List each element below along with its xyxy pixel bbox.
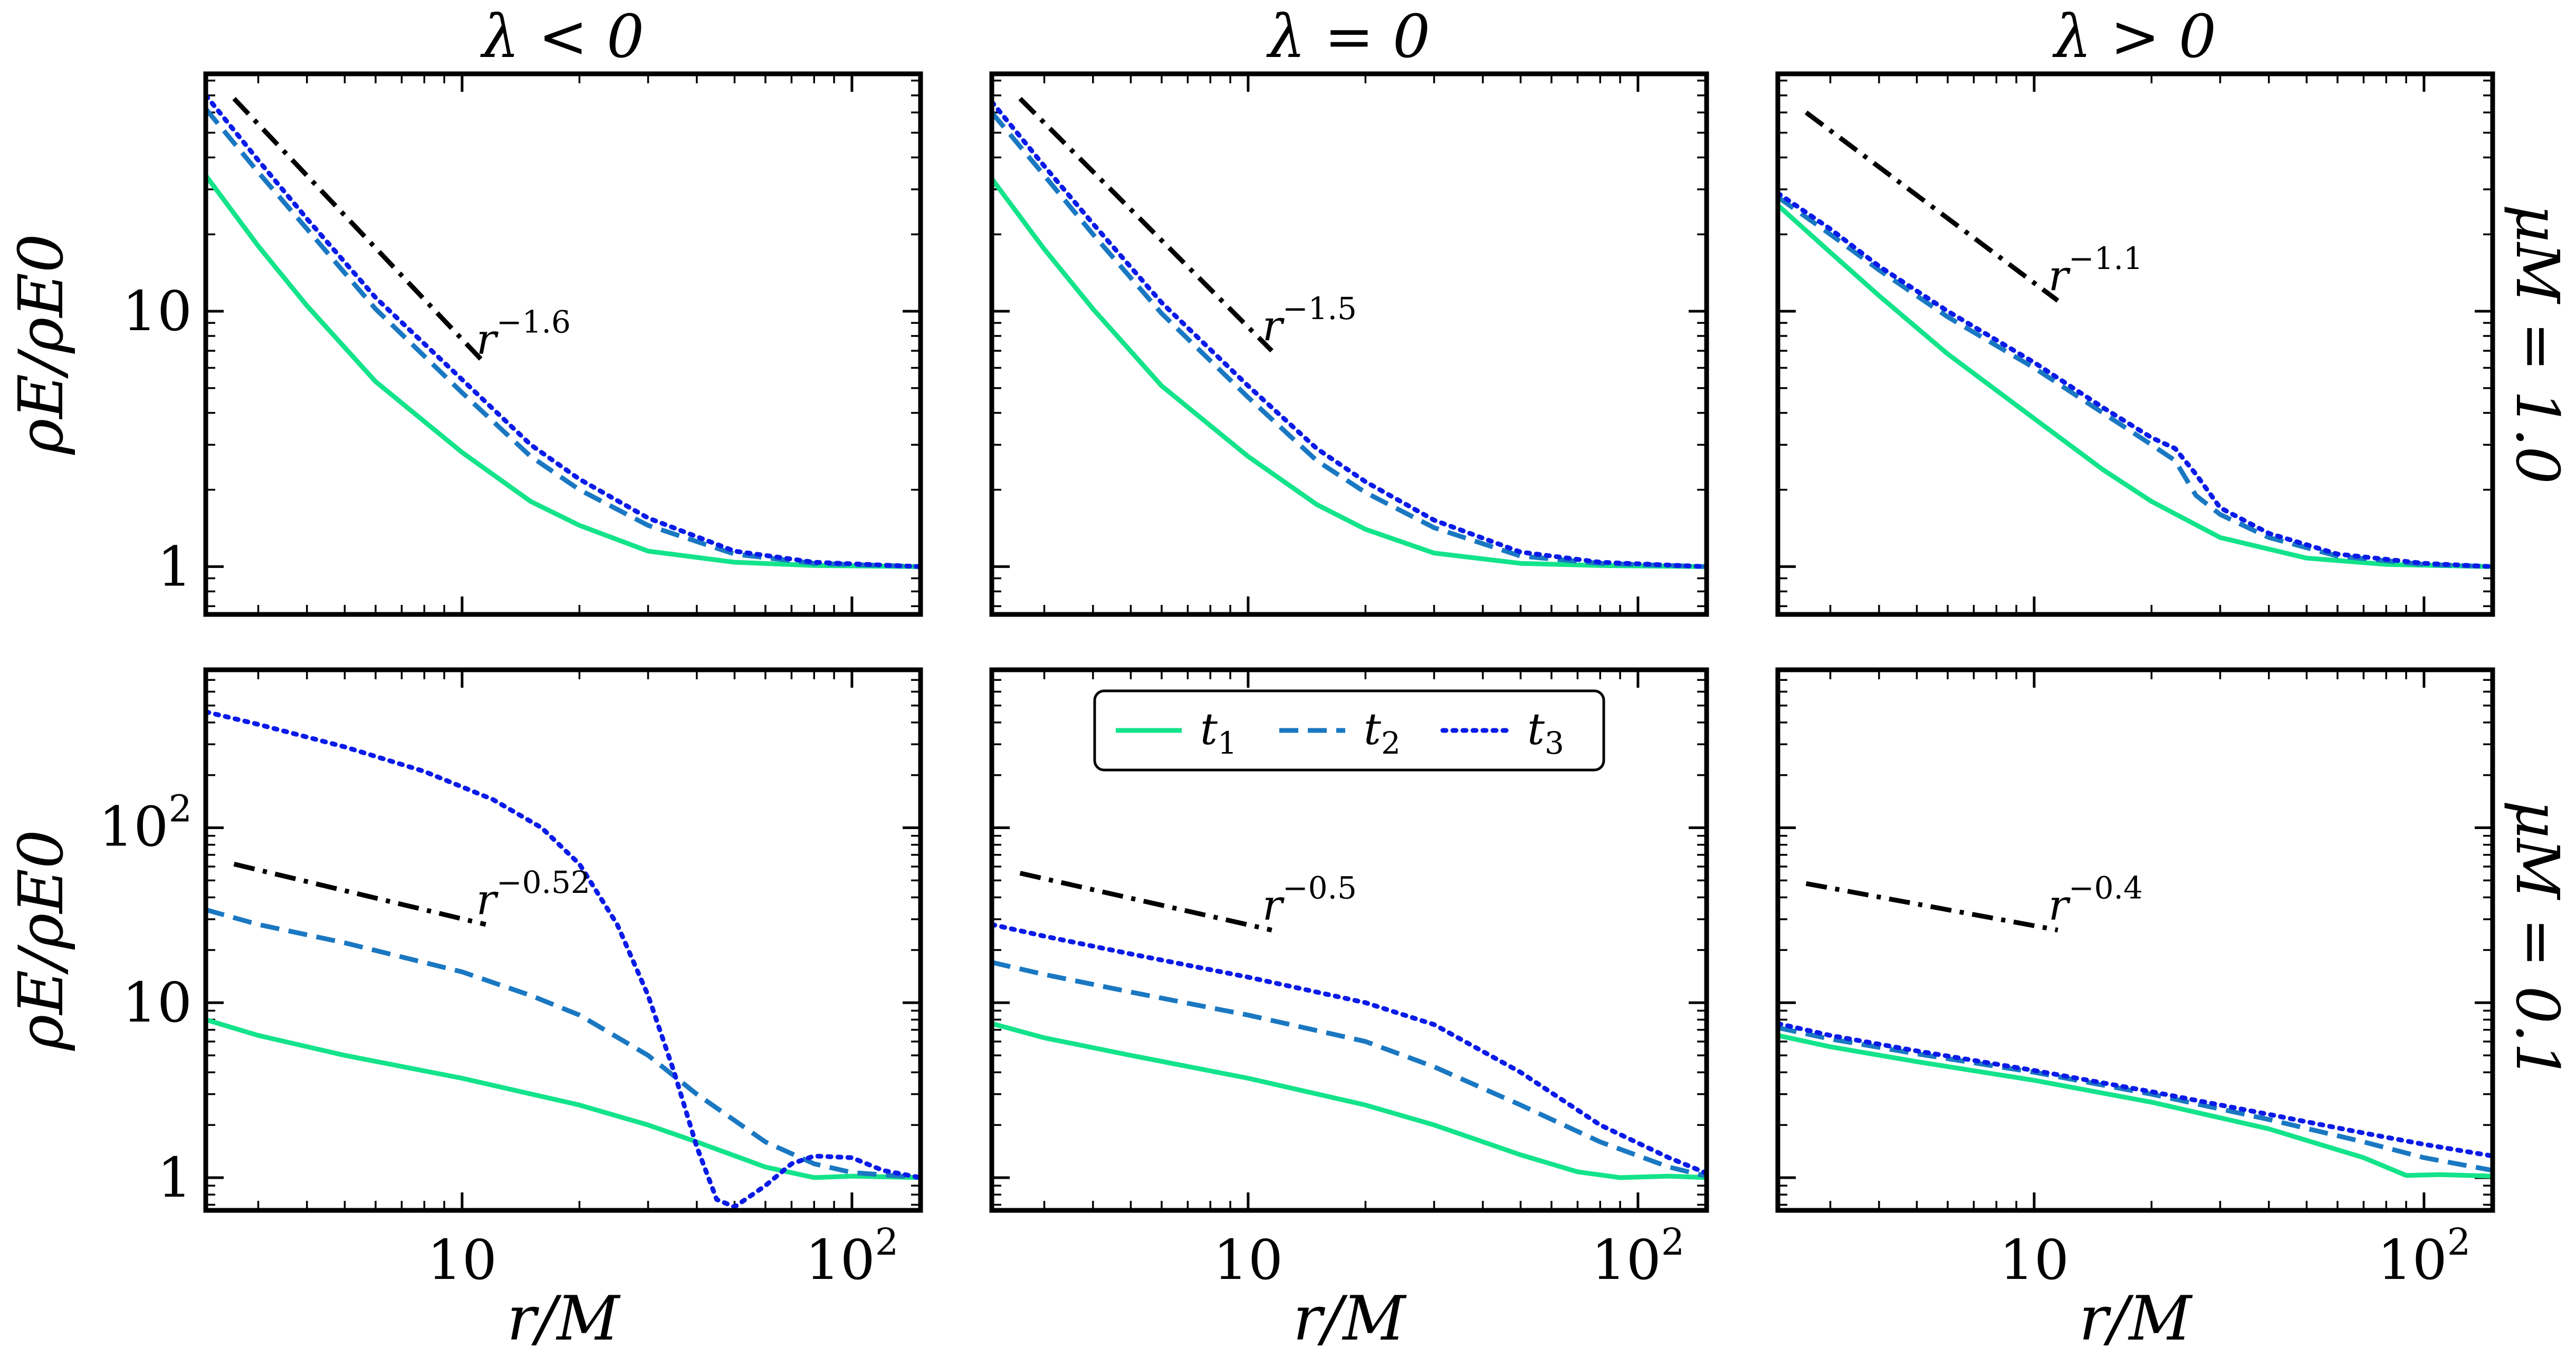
axis-ticks (206, 74, 921, 614)
axis-ticks (992, 74, 1707, 614)
powerlaw-label: r−1.6 (476, 304, 571, 364)
powerlaw-reference-line (233, 862, 486, 927)
y-axis-label-1: ρE/ρE0 (6, 830, 77, 1052)
y-tick-label: 1 (157, 1145, 192, 1210)
axis-ticks (1778, 74, 2493, 614)
powerlaw-label: r−0.52 (476, 864, 590, 924)
series-line-t3 (992, 99, 1707, 569)
panel-r1-c1: r−0.5 10 102 (989, 667, 1709, 1292)
column-title-2: λ > 0 (2052, 3, 2216, 71)
powerlaw-reference-line (232, 97, 488, 366)
x-tick-label: 10 (427, 1228, 497, 1292)
powerlaw-reference-line (1018, 97, 1273, 353)
series-group (992, 99, 1707, 569)
plot-frame (203, 667, 923, 1213)
series-line-t1 (206, 174, 921, 569)
plot-frame (1775, 71, 2495, 617)
series-line-t3 (1778, 1021, 2493, 1159)
plot-frame (1775, 667, 2495, 1213)
legend: t1 t2 t3 (1093, 689, 1605, 772)
legend-label-t1: t1 (1200, 705, 1237, 761)
series-line-t2 (206, 907, 921, 1180)
series-group (992, 922, 1707, 1180)
row-label-1: μM = 0.1 (2503, 800, 2571, 1080)
series-line-t2 (992, 960, 1707, 1179)
series-line-t1 (206, 1017, 921, 1180)
powerlaw-reference-line (1805, 881, 2058, 933)
x-axis-label-0: r/M (507, 1283, 621, 1354)
x-axis-label-1: r/M (1293, 1283, 1407, 1354)
series-line-t2 (1778, 1025, 2493, 1173)
powerlaw-label: r−1.5 (1262, 291, 1357, 350)
series-line-t2 (992, 111, 1707, 569)
legend-label-t2: t2 (1364, 705, 1401, 761)
y-axis-label-0: ρE/ρE0 (6, 234, 77, 456)
series-group (206, 93, 921, 569)
powerlaw-label: r−0.5 (1262, 870, 1357, 930)
y-tick-label: 1 (157, 534, 192, 599)
panel-r0-c0: r−1.6 1 10 (122, 71, 923, 617)
series-line-t3 (206, 709, 921, 1209)
series-group (206, 709, 921, 1209)
legend-label-t3: t3 (1527, 705, 1564, 761)
series-line-t3 (1778, 190, 2493, 569)
legend-frame (1093, 689, 1605, 772)
series-line-t1 (992, 177, 1707, 569)
series-line-t2 (206, 107, 921, 569)
series-line-t3 (206, 93, 921, 569)
powerlaw-label: r−0.4 (2048, 870, 2143, 930)
x-tick-label: 102 (2377, 1220, 2470, 1292)
x-tick-label: 10 (1999, 1228, 2069, 1292)
panel-r0-c2: r−1.1 (1775, 71, 2495, 617)
panel-r1-c0: r−0.52 1 10 102 10 102 (99, 667, 923, 1292)
series-line-t3 (992, 922, 1707, 1176)
series-line-t1 (1778, 1033, 2493, 1179)
powerlaw-reference-line (1019, 871, 1272, 932)
axis-ticks (206, 669, 921, 1210)
x-tick-label: 102 (1591, 1220, 1684, 1292)
x-tick-label: 102 (805, 1220, 898, 1292)
y-tick-label: 10 (122, 279, 192, 343)
series-line-t1 (1778, 203, 2493, 569)
y-tick-label: 102 (99, 787, 192, 859)
plot-frame (203, 71, 923, 617)
series-group (1778, 190, 2493, 569)
plot-frame (989, 667, 1709, 1213)
y-tick-label: 10 (122, 970, 192, 1035)
column-title-0: λ < 0 (480, 3, 644, 71)
panel-r1-c2: r−0.4 10 102 (1775, 667, 2495, 1292)
figure-labels: λ < 0 λ = 0 λ > 0 μM = 1.0 μM = 0.1 ρE/ρE0 ρE/… (6, 3, 2571, 1354)
plot-frame (989, 71, 1709, 617)
series-group (1778, 1021, 2493, 1179)
powerlaw-label: r−1.1 (2048, 240, 2143, 300)
axis-ticks (1778, 669, 2493, 1210)
row-label-0: μM = 1.0 (2503, 204, 2571, 484)
column-title-1: λ = 0 (1266, 3, 1430, 71)
powerlaw-reference-line (1804, 110, 2060, 303)
series-line-t1 (992, 1021, 1707, 1180)
x-tick-label: 10 (1213, 1228, 1283, 1292)
panel-r0-c1: r−1.5 (989, 71, 1709, 617)
x-axis-label-2: r/M (2079, 1283, 2194, 1354)
